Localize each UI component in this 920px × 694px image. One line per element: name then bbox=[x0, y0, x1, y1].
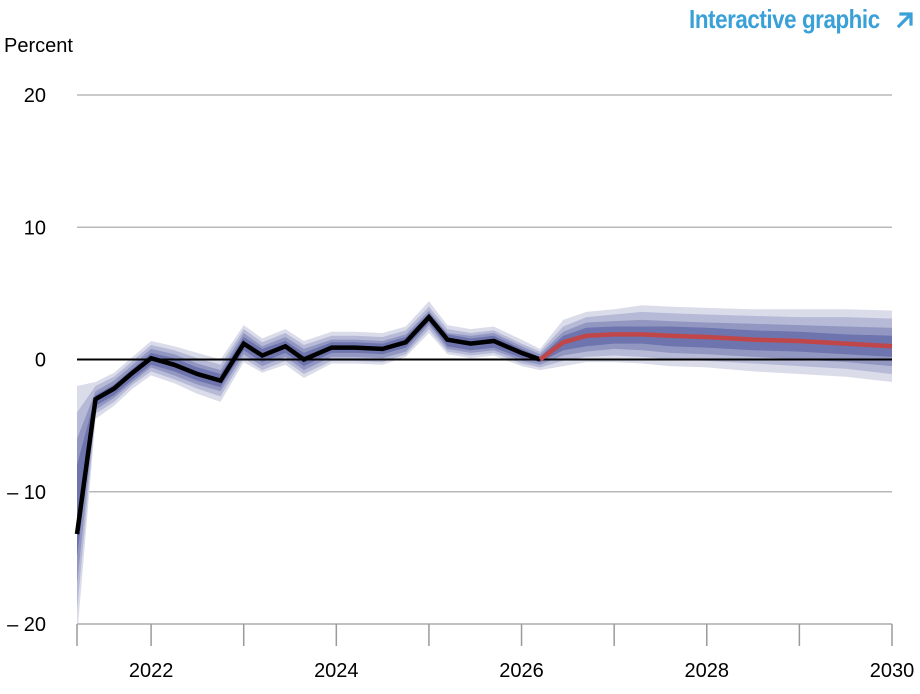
x-tick-label: 2026 bbox=[499, 660, 544, 682]
x-tick-label: 2022 bbox=[129, 660, 174, 682]
y-tick-label: 20 bbox=[24, 85, 46, 107]
series-lines bbox=[74, 313, 893, 535]
arrow-up-right-icon bbox=[896, 11, 913, 28]
interactive-graphic-link[interactable]: Interactive graphic bbox=[658, 4, 916, 35]
interactive-graphic-label: Interactive graphic bbox=[689, 4, 880, 34]
y-axis-unit-label: Percent bbox=[4, 35, 73, 57]
y-axis: 20 10 0 – 10 – 20 bbox=[7, 85, 46, 636]
uncertainty-band-4 bbox=[77, 313, 892, 558]
y-tick-label: – 10 bbox=[7, 482, 46, 504]
y-tick-label: – 20 bbox=[7, 614, 46, 636]
y-tick-label: 0 bbox=[35, 350, 46, 372]
history-line bbox=[74, 313, 541, 535]
y-tick-label: 10 bbox=[24, 217, 46, 239]
uncertainty-bands bbox=[77, 301, 892, 638]
x-tick-label: 2028 bbox=[685, 660, 730, 682]
forecast-line bbox=[538, 332, 893, 362]
x-tick-label: 2024 bbox=[314, 660, 359, 682]
x-tick-label: 2030 bbox=[870, 660, 915, 682]
x-axis: 2022 2024 2026 2028 2030 bbox=[76, 623, 915, 682]
